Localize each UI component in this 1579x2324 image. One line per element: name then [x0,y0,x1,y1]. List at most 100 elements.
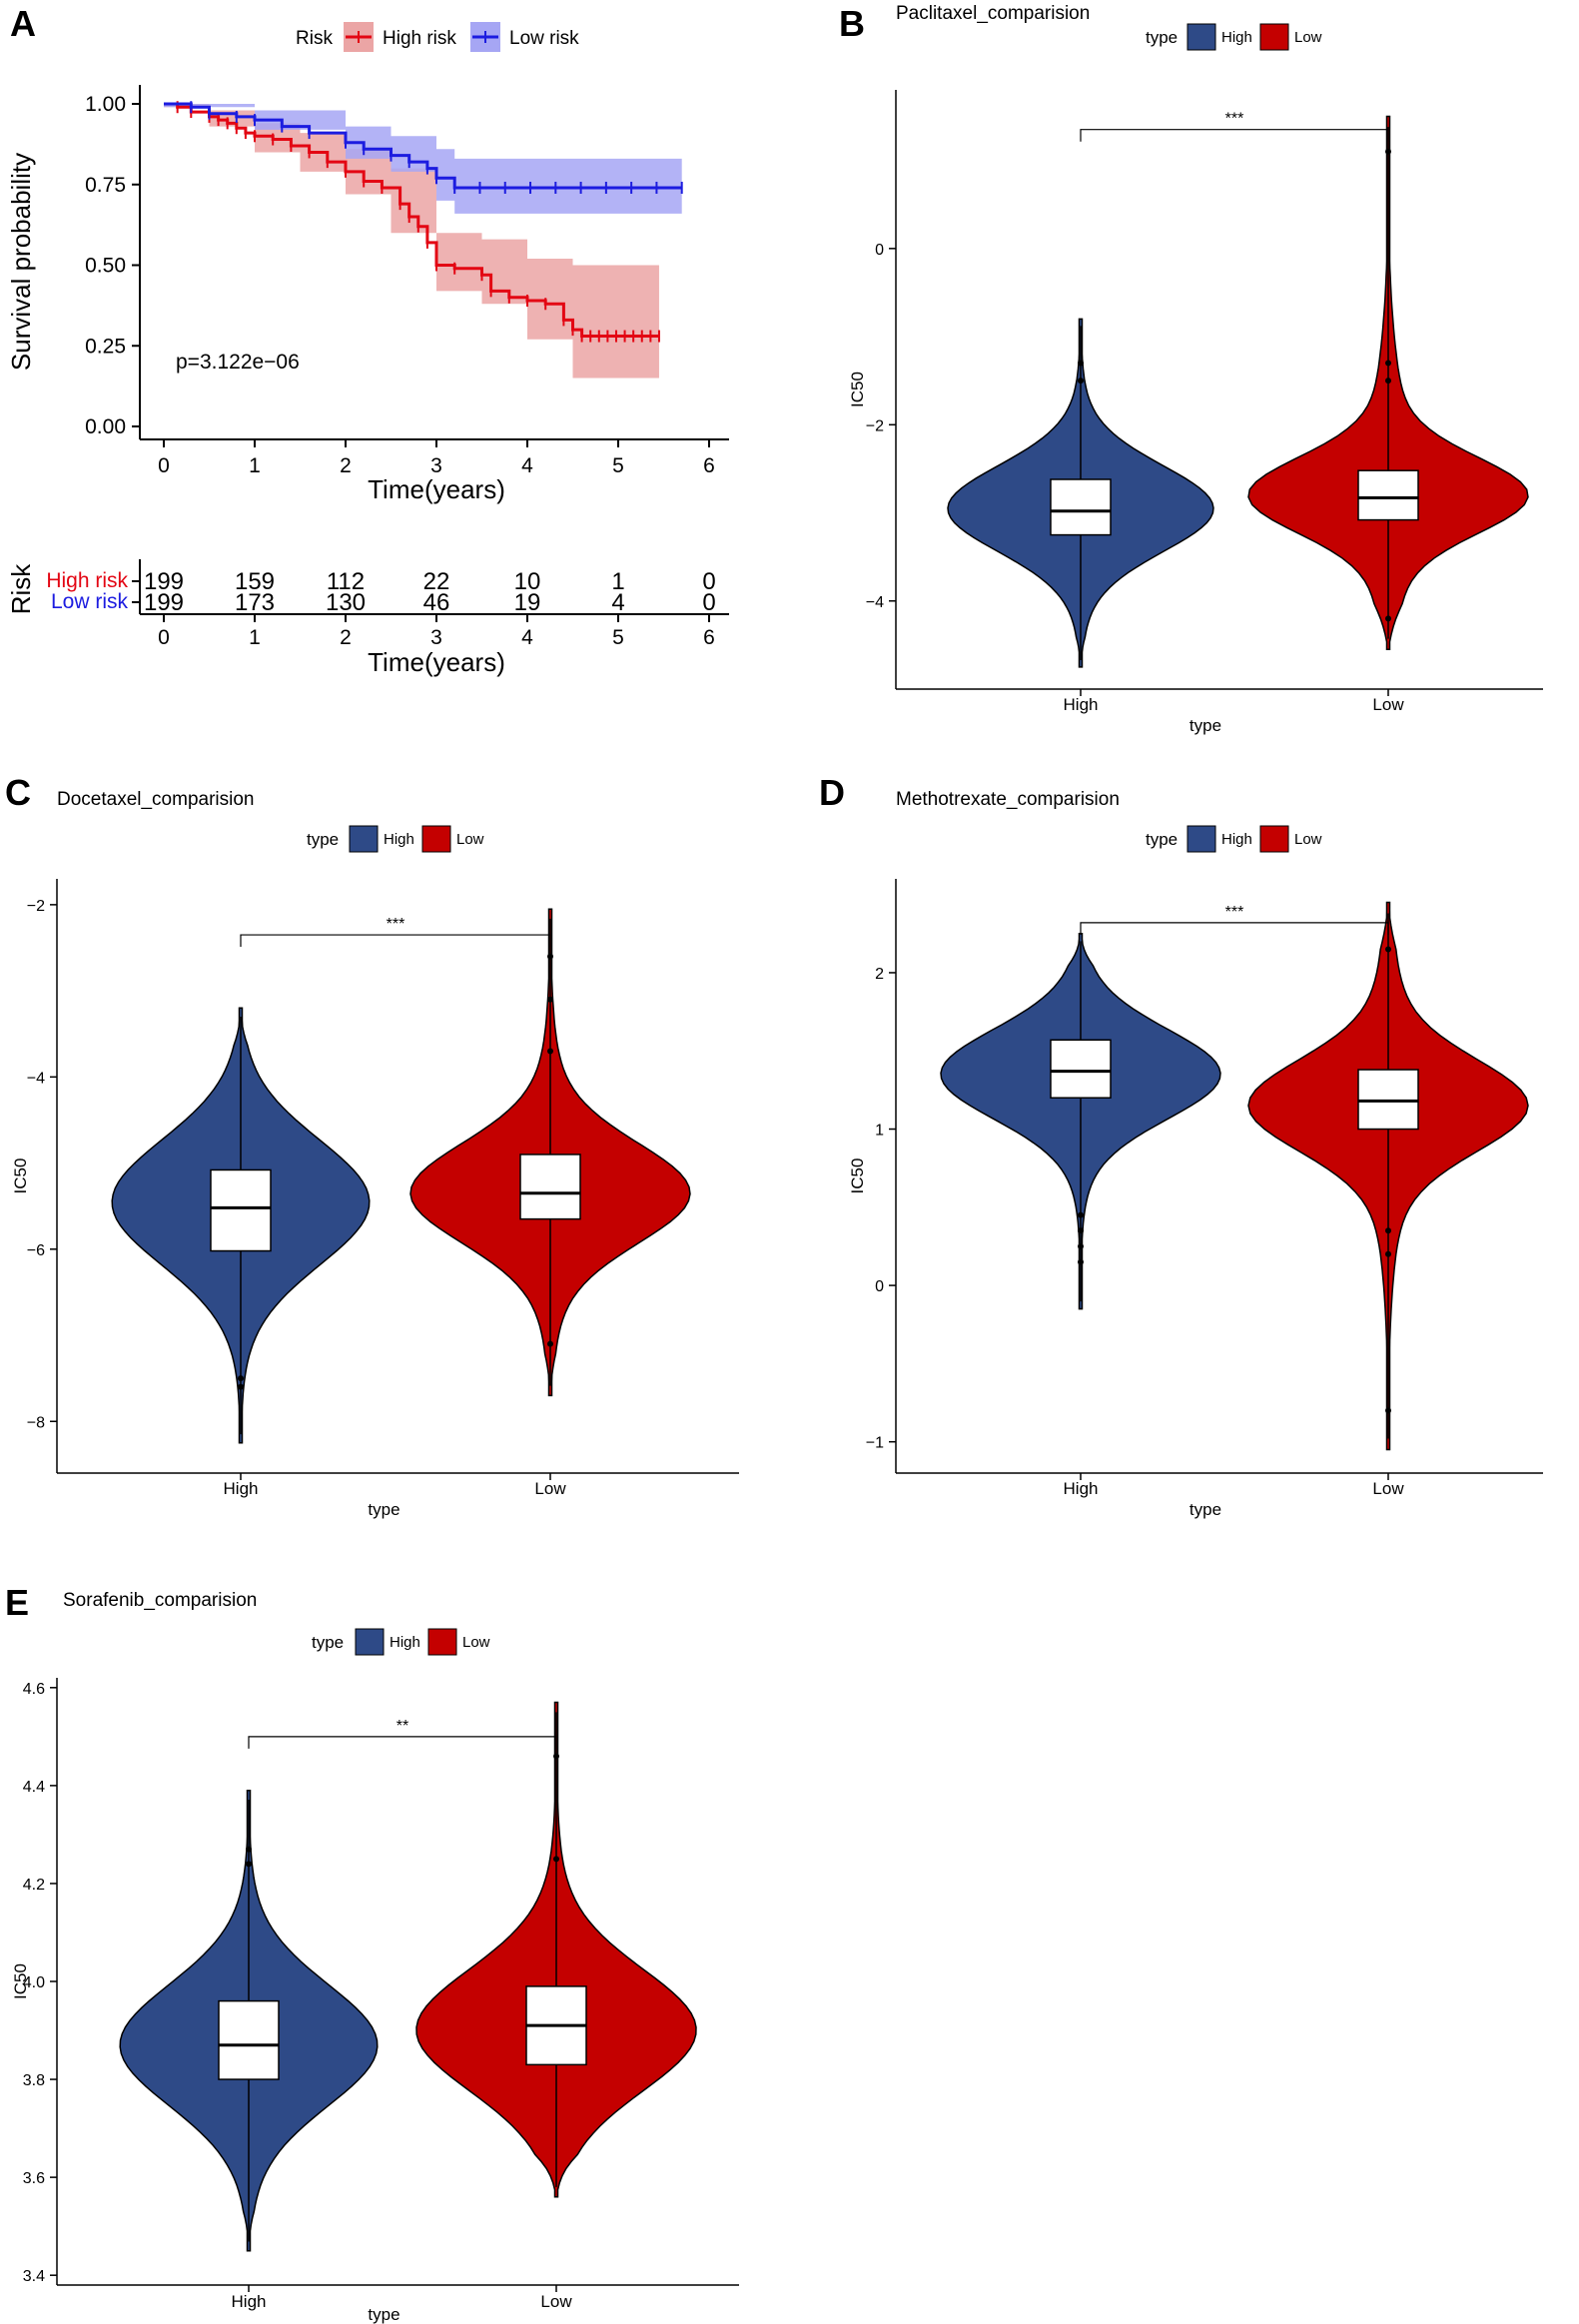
risk-table-cell: 199 [144,568,184,595]
methotrexate-y-axis-title: IC50 [848,1159,867,1194]
sorafenib-legend-key-high [355,1628,385,1656]
sorafenib-x-axis-title: type [368,2305,399,2324]
docetaxel-outlier-point [547,1048,553,1055]
km-panel: Risk High risk Low risk0.000.250.500.751.0… [6,22,729,677]
km-y-tick-label: 0.25 [85,335,126,358]
methotrexate-significance-bracket [1080,922,1389,935]
docetaxel-outlier-point [547,996,553,1003]
paclitaxel-chart-title: Paclitaxel_comparision [896,3,1090,24]
docetaxel-legend-title: type [307,830,339,849]
risk-table-x-tick-label: 6 [703,626,715,649]
docetaxel-chart-title: Docetaxel_comparision [57,789,255,810]
paclitaxel-box-high [1050,478,1112,536]
methotrexate-y-tick-label: 0 [875,1278,884,1295]
docetaxel-y-tick-label: −2 [27,898,45,915]
sorafenib-significance-bracket [248,1736,557,1749]
paclitaxel-legend-key-low [1259,23,1289,51]
sorafenib-y-tick-label: 4.0 [23,1974,45,1991]
methotrexate-legend-label-low: Low [1294,831,1322,848]
km-x-tick-label: 5 [612,454,624,477]
paclitaxel-outlier-point [1078,360,1084,367]
panel-label-a: A [10,3,36,44]
sorafenib-y-tick-label: 4.2 [23,1877,45,1894]
methotrexate-x-axis-title: type [1189,1500,1221,1519]
risk-table-x-tick-label: 3 [430,626,442,649]
methotrexate-y-tick-label: 2 [875,966,884,983]
risk-table-x-tick-label: 2 [340,626,352,649]
methotrexate-legend-label-high: High [1221,831,1252,848]
methotrexate-outlier-point [1078,1258,1084,1265]
sorafenib-legend-title: type [312,1633,344,1652]
docetaxel-legend-key-high [349,825,379,853]
paclitaxel-x-axis-title: type [1189,716,1221,735]
risk-table-x-axis-title: Time(years) [368,647,505,677]
sorafenib-legend-label-high: High [390,1634,420,1651]
km-x-tick-label: 4 [521,454,533,477]
sorafenib-significance-label: ** [396,1718,408,1735]
paclitaxel-outlier-point [1385,378,1391,385]
km-legend-title: Risk [296,28,333,49]
docetaxel-outlier-point [238,1375,244,1382]
risk-table-title: Risk [6,563,36,615]
methotrexate-chart-title: Methotrexate_comparision [896,789,1120,810]
docetaxel-x-axis-title: type [368,1500,399,1519]
methotrexate-x-tick-label-high: High [1064,1479,1099,1498]
paclitaxel-outlier-point [1385,360,1391,367]
risk-table-cell: 46 [423,589,450,616]
km-y-tick-label: 0.75 [85,174,126,197]
risk-table-cell: 22 [423,568,450,595]
paclitaxel-x-tick-label-high: High [1064,695,1099,714]
sorafenib-y-tick-label: 3.4 [23,2268,45,2285]
km-x-tick-label: 1 [249,454,261,477]
km-ci-band-high [164,104,659,379]
docetaxel-significance-label: *** [387,916,405,933]
risk-table-cell: 112 [327,568,365,595]
sorafenib-y-tick-label: 4.6 [23,1681,45,1698]
paclitaxel-significance-label: *** [1225,111,1244,128]
sorafenib-x-tick-label-high: High [232,2292,267,2311]
risk-table-cell: 0 [702,589,715,616]
risk-table-cell: 19 [514,589,541,616]
risk-table-cell: 199 [144,589,184,616]
sorafenib-y-axis-title: IC50 [11,1963,30,1999]
methotrexate-outlier-point [1385,1407,1391,1414]
km-x-tick-label: 3 [430,454,442,477]
sorafenib-y-tick-label: 4.4 [23,1779,45,1796]
panel-label-e: E [5,1582,29,1623]
risk-table-x-tick-label: 5 [612,626,624,649]
risk-table-x-tick-label: 1 [249,626,261,649]
docetaxel-outlier-point [238,1383,244,1390]
km-legend-label-1: Low risk [509,28,579,49]
sorafenib-outlier-point [553,1856,559,1863]
km-x-tick-label: 0 [158,454,170,477]
docetaxel-x-tick-label-high: High [224,1479,259,1498]
methotrexate-significance-label: *** [1225,904,1244,921]
paclitaxel-outlier-point [1385,615,1391,622]
docetaxel-outlier-point [547,953,553,960]
sorafenib-legend-key-low [427,1628,457,1656]
paclitaxel-y-tick-label: 0 [875,242,884,259]
methotrexate-outlier-point [1078,1227,1084,1234]
methotrexate-outlier-point [1385,1250,1391,1257]
docetaxel-legend-label-high: High [384,831,414,848]
sorafenib-chart-title: Sorafenib_comparision [63,1590,257,1611]
docetaxel-y-axis-title: IC50 [11,1159,30,1194]
panel-label-d: D [819,772,845,813]
methotrexate-y-tick-label: −1 [866,1435,884,1452]
km-x-axis-title: Time(years) [368,474,505,504]
methotrexate-x-tick-label-low: Low [1372,1479,1404,1498]
docetaxel-y-tick-label: −4 [27,1070,45,1087]
km-y-tick-label: 0.00 [85,415,126,438]
docetaxel-box-low [519,1154,581,1220]
paclitaxel-y-axis-title: IC50 [848,372,867,407]
paclitaxel-box-low [1357,469,1419,521]
methotrexate-outlier-point [1078,1242,1084,1249]
paclitaxel-legend-key-high [1186,23,1216,51]
sorafenib-outlier-point [246,1846,252,1853]
docetaxel-outlier-point [547,1340,553,1347]
risk-table-cell: 1 [611,568,624,595]
sorafenib-legend-label-low: Low [462,1634,490,1651]
